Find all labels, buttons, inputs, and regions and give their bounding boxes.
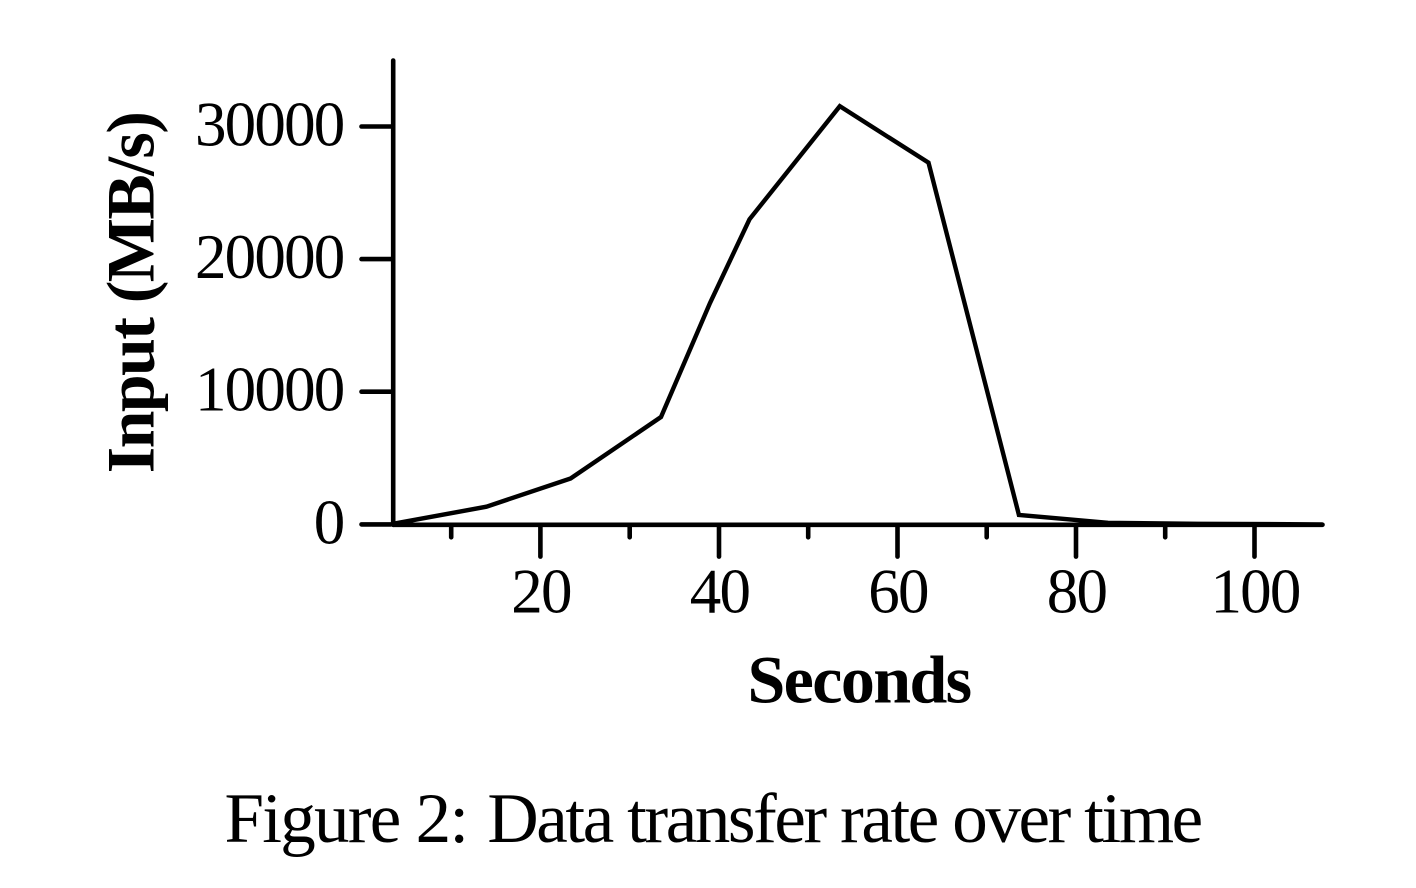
svg-text:Input (MB/s): Input (MB/s) xyxy=(93,113,169,474)
svg-text:100: 100 xyxy=(1210,557,1299,627)
svg-text:80: 80 xyxy=(1047,557,1107,627)
svg-text:0: 0 xyxy=(314,487,344,557)
svg-text:20: 20 xyxy=(511,557,571,627)
svg-text:40: 40 xyxy=(690,557,750,627)
svg-text:30000: 30000 xyxy=(195,90,344,160)
svg-text:20000: 20000 xyxy=(195,222,344,292)
svg-text:Figure 2:Data transfer rate ov: Figure 2: Data transfer rate over time xyxy=(225,780,1202,858)
svg-text:60: 60 xyxy=(868,557,928,627)
svg-text:10000: 10000 xyxy=(195,355,344,425)
svg-text:Seconds: Seconds xyxy=(747,642,970,718)
